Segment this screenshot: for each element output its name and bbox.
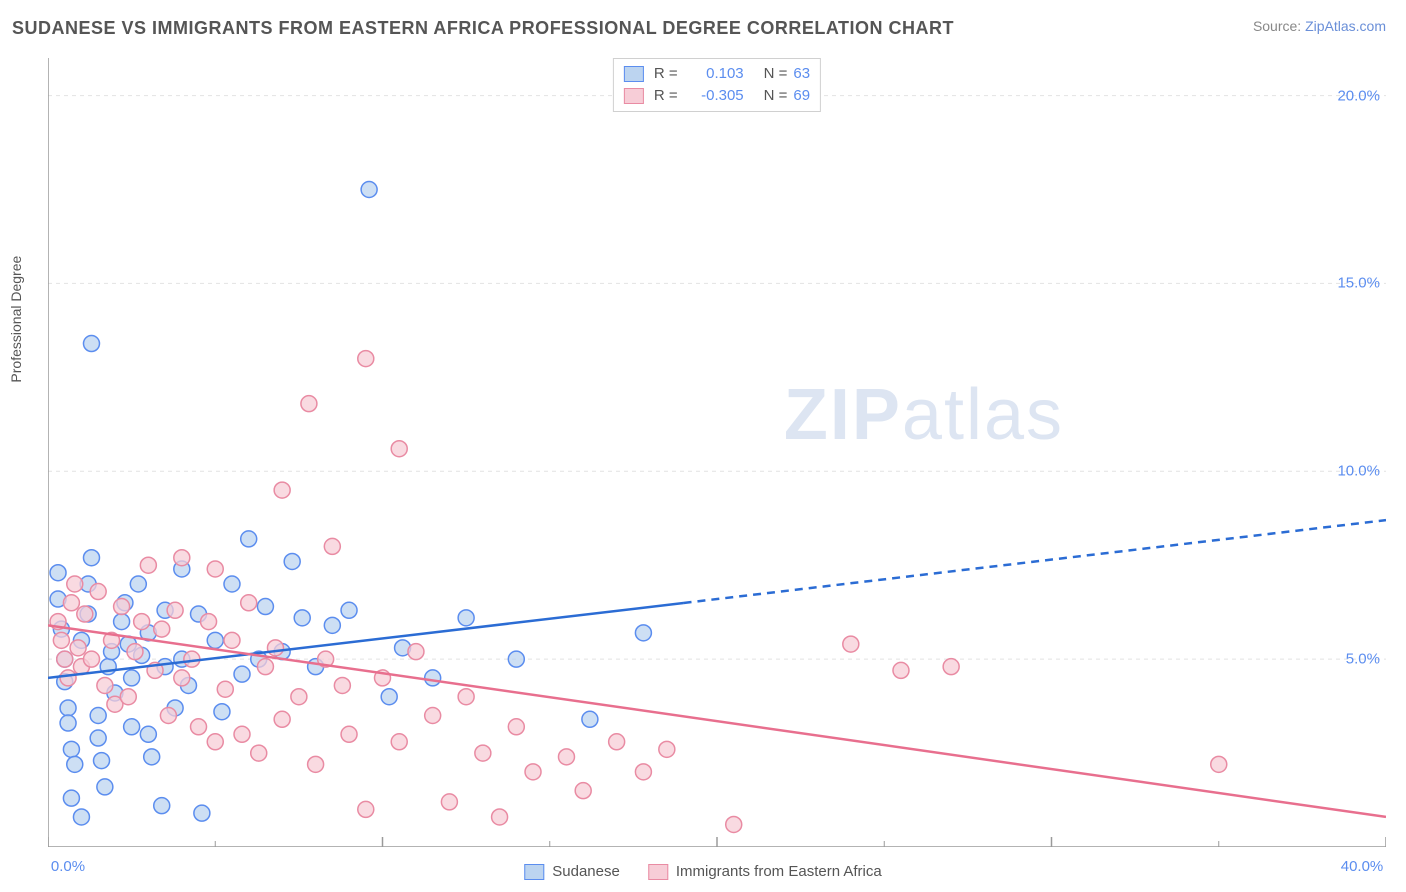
legend-swatch [624, 66, 644, 82]
n-label: N = [764, 63, 788, 85]
legend-series-item: Sudanese [524, 863, 620, 880]
legend-correlation-row: R = 0.103 N = 63 [624, 63, 810, 85]
n-value: 69 [793, 85, 810, 107]
legend-series: Sudanese Immigrants from Eastern Africa [524, 863, 881, 880]
chart-title: SUDANESE VS IMMIGRANTS FROM EASTERN AFRI… [12, 18, 954, 39]
source-attribution: Source: ZipAtlas.com [1253, 18, 1386, 34]
legend-correlation: R = 0.103 N = 63 R = -0.305 N = 69 [613, 58, 821, 112]
y-tick-label: 15.0% [1337, 275, 1380, 292]
r-value: 0.103 [684, 63, 744, 85]
y-axis-label: Professional Degree [8, 256, 24, 383]
source-link[interactable]: ZipAtlas.com [1305, 18, 1386, 34]
chart-area: ZIPatlas R =0.103N = 63R =-0.305N = 69 5… [48, 58, 1386, 847]
y-tick-label: 5.0% [1346, 651, 1380, 668]
source-prefix: Source: [1253, 18, 1305, 34]
y-tick-label: 20.0% [1337, 87, 1380, 104]
legend-series-label: Immigrants from Eastern Africa [676, 863, 882, 880]
legend-series-label: Sudanese [552, 863, 620, 880]
legend-correlation-row: R = -0.305 N = 69 [624, 85, 810, 107]
x-tick-label: 40.0% [1341, 858, 1384, 875]
x-tick-label: 0.0% [51, 858, 85, 875]
n-value: 63 [793, 63, 810, 85]
legend-series-item: Immigrants from Eastern Africa [648, 863, 882, 880]
legend-swatch [648, 864, 668, 880]
n-label: N = [764, 85, 788, 107]
legend-swatch [524, 864, 544, 880]
r-label: R = [654, 85, 678, 107]
legend-swatch [624, 88, 644, 104]
y-tick-label: 10.0% [1337, 463, 1380, 480]
r-label: R = [654, 63, 678, 85]
r-value: -0.305 [684, 85, 744, 107]
chart-svg [48, 58, 1386, 847]
